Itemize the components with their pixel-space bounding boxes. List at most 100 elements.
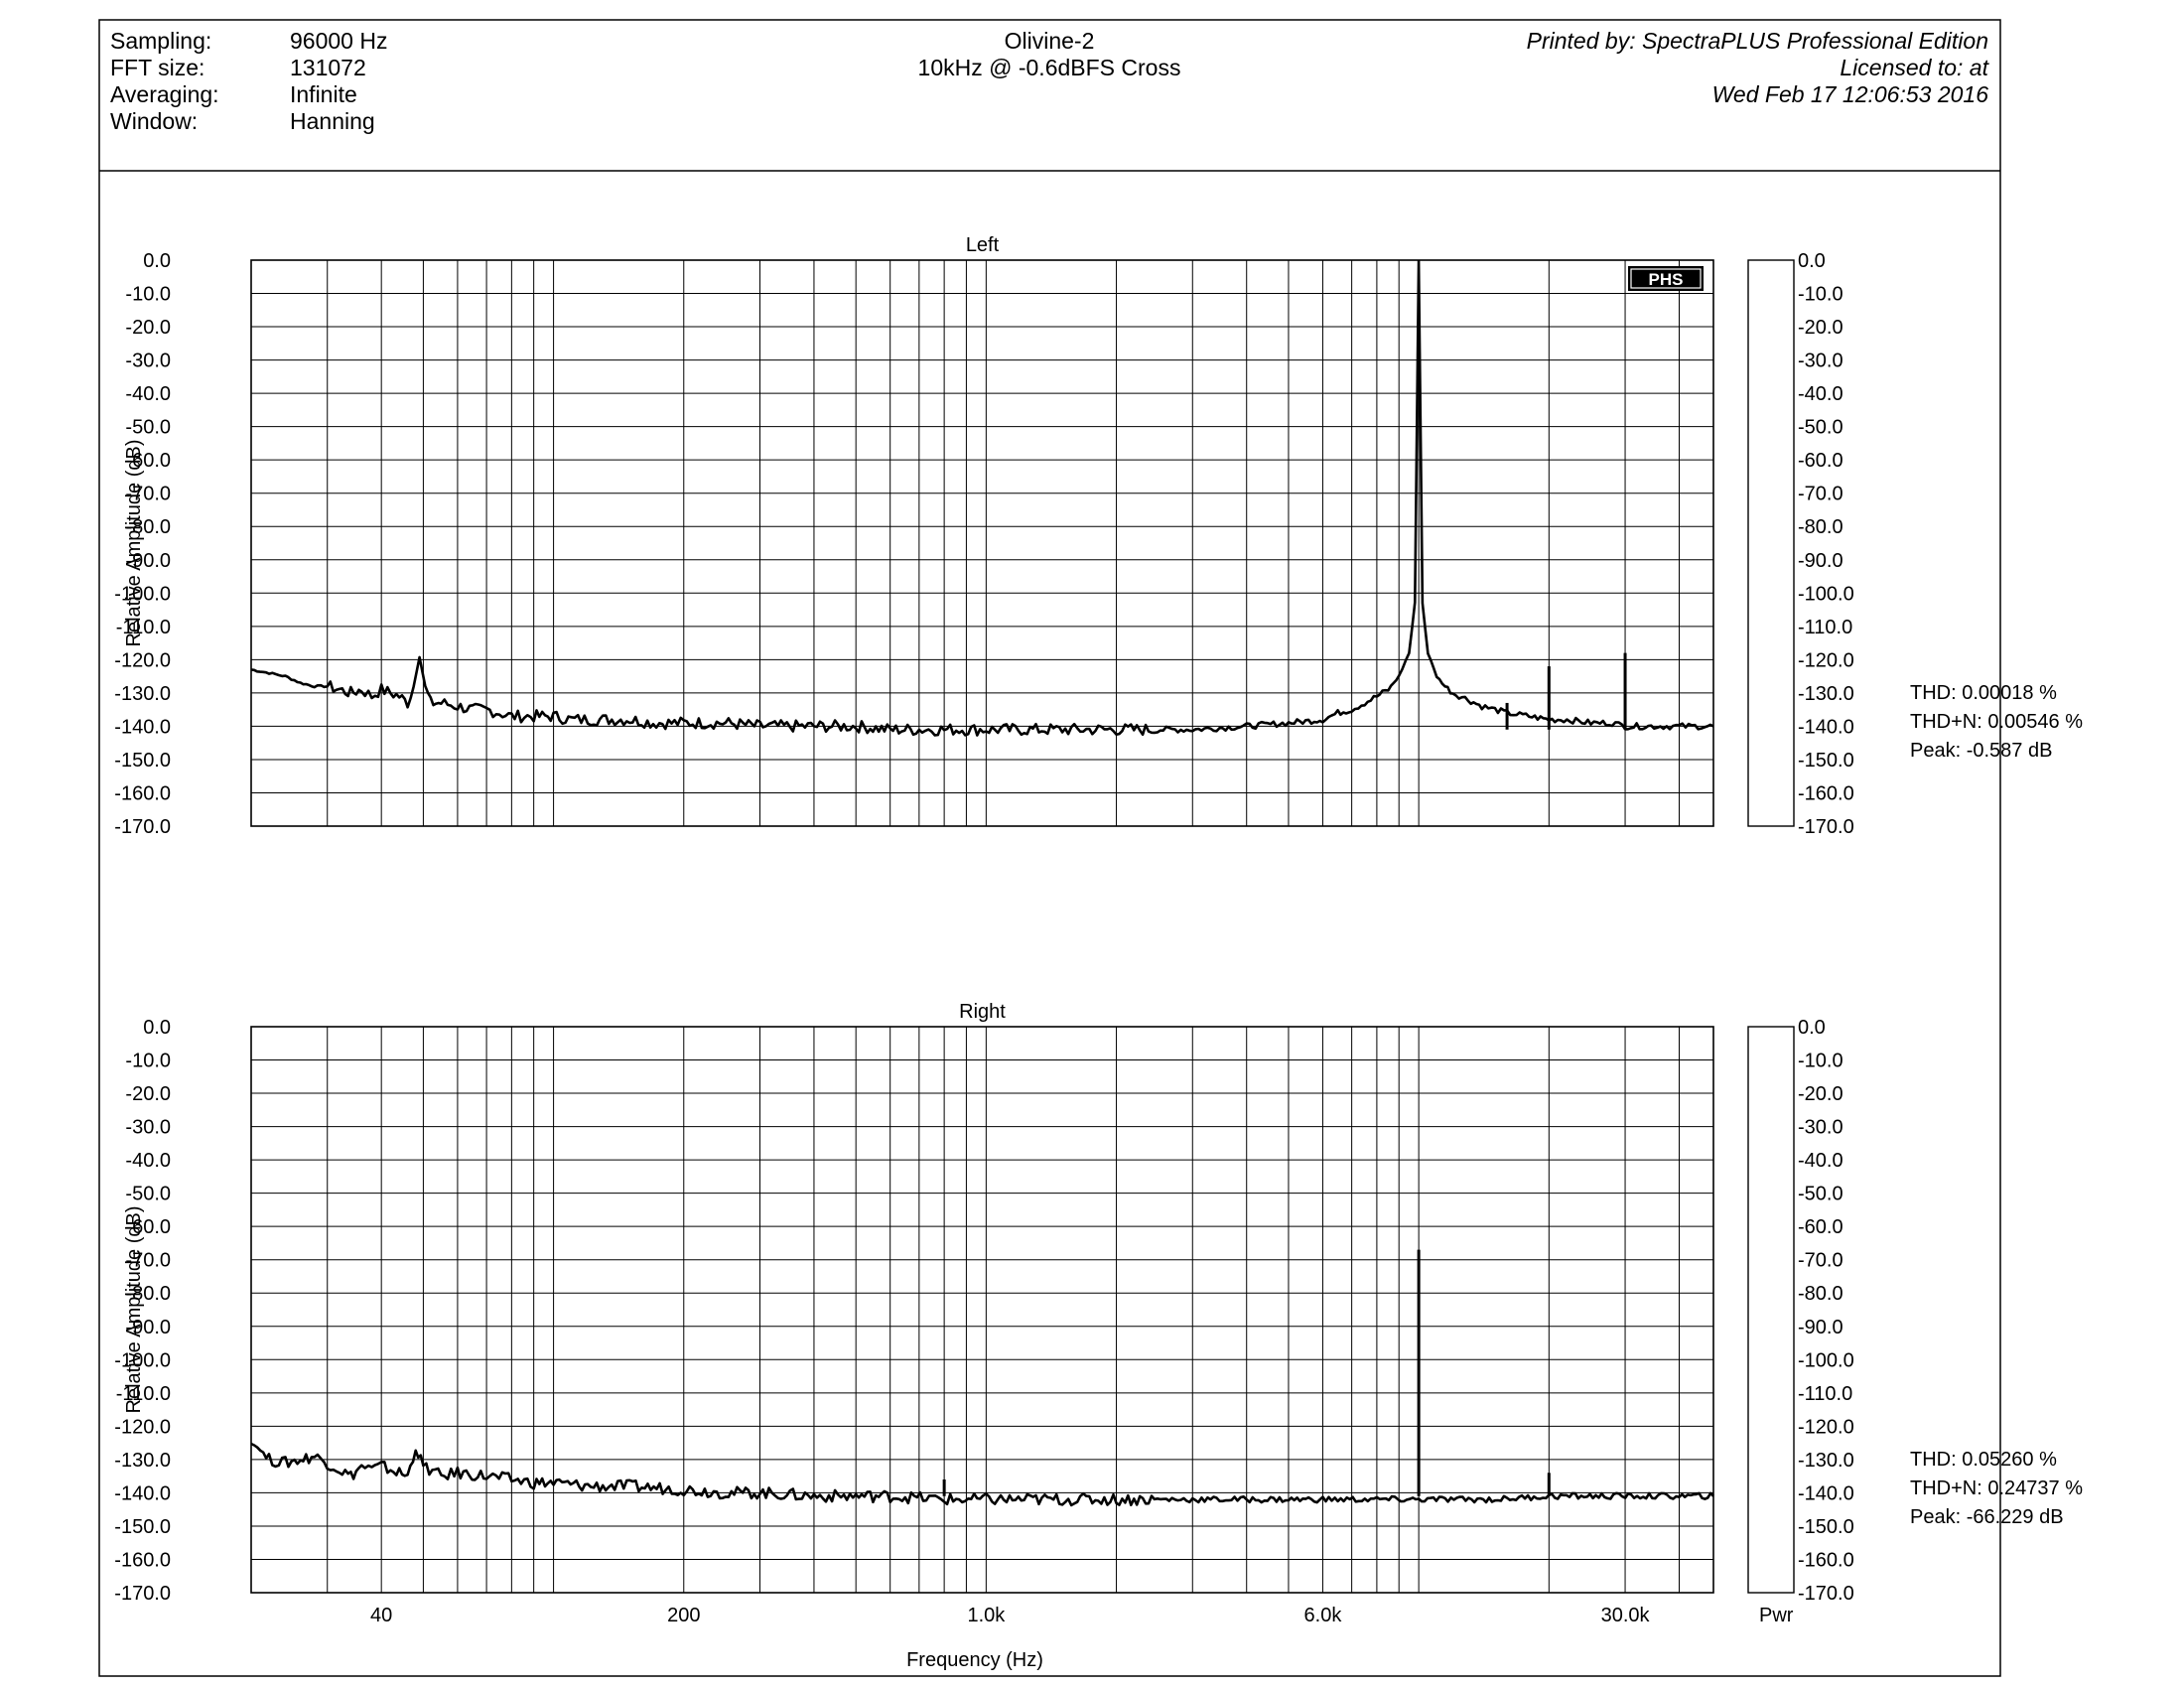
pwr-tick-label: -140.0 (1798, 1482, 1854, 1504)
plot-frame (250, 1026, 1714, 1594)
pwr-tick-label: -10.0 (1798, 1051, 1843, 1072)
grid-vertical (327, 260, 1680, 826)
pwr-tick-label: -80.0 (1798, 516, 1843, 538)
grid-horizontal (251, 1059, 1713, 1560)
y-tick-label: -40.0 (125, 1150, 171, 1172)
y-tick-label: -160.0 (114, 782, 171, 804)
y-tick-label: 0.0 (143, 1017, 171, 1039)
y-tick-label: -140.0 (114, 1482, 171, 1504)
pwr-tick-label: -30.0 (1798, 1117, 1843, 1139)
y-tick-label: -120.0 (114, 1416, 171, 1438)
y-tick-label: -90.0 (125, 1317, 171, 1338)
averaging-value: Infinite (290, 81, 357, 107)
pwr-tick-label: -50.0 (1798, 417, 1843, 439)
window-value: Hanning (290, 108, 375, 134)
pwr-tick-label: -20.0 (1798, 1083, 1843, 1105)
y-tick-label: -150.0 (114, 1516, 171, 1538)
power-bar (1747, 259, 1795, 827)
pwr-tick-label: -90.0 (1798, 1317, 1843, 1338)
y-tick-label: -20.0 (125, 317, 171, 339)
pwr-tick-label: -50.0 (1798, 1184, 1843, 1205)
report-subtitle: 10kHz @ -0.6dBFS Cross (918, 55, 1181, 80)
y-tick-label: -70.0 (125, 484, 171, 505)
y-tick-label: -130.0 (114, 683, 171, 705)
pwr-tick-label: -160.0 (1798, 782, 1854, 804)
y-tick-label: -20.0 (125, 1083, 171, 1105)
pwr-tick-label: -130.0 (1798, 683, 1854, 705)
fft-size-label: FFT size: (110, 55, 205, 80)
pwr-tick-label: -150.0 (1798, 1516, 1854, 1538)
x-tick-label: 200 (667, 1605, 700, 1626)
plot-frame (250, 259, 1714, 827)
chart-title: Right (959, 1001, 1006, 1023)
y-tick-label: -90.0 (125, 550, 171, 572)
grid-vertical (327, 1027, 1680, 1593)
chart-left: 0.0 0.0 -10.0 -10.0 -20.0 -20.0 -30.0 -30.0 -40.… (114, 234, 2083, 838)
pwr-label: Pwr (1759, 1605, 1794, 1626)
y-tick-label: -130.0 (114, 1450, 171, 1472)
report-frame (98, 19, 2001, 1677)
pwr-tick-label: 0.0 (1798, 1017, 1826, 1039)
pwr-tick-label: -10.0 (1798, 284, 1843, 306)
pwr-tick-label: -170.0 (1798, 1583, 1854, 1605)
x-axis-label: Frequency (Hz) (906, 1649, 1043, 1671)
pwr-tick-label: -160.0 (1798, 1549, 1854, 1571)
y-tick-label: -50.0 (125, 417, 171, 439)
phs-logo: PHS (1628, 266, 1704, 291)
pwr-tick-label: -30.0 (1798, 351, 1843, 372)
y-tick-label: -170.0 (114, 816, 171, 838)
licensed-to: Licensed to: at (1840, 55, 1989, 80)
y-tick-label: -100.0 (114, 583, 171, 605)
chart-title: Left (966, 234, 1000, 256)
pwr-tick-label: -90.0 (1798, 550, 1843, 572)
pwr-tick-label: -40.0 (1798, 1150, 1843, 1172)
x-tick-labels: 40 200 1.0k 6.0k 30.0k (370, 1605, 1650, 1626)
pwr-tick-label: -40.0 (1798, 383, 1843, 405)
series-line (250, 259, 1714, 737)
pwr-tick-label: -120.0 (1798, 1416, 1854, 1438)
x-tick-label: 1.0k (967, 1605, 1006, 1626)
y-tick-label: -60.0 (125, 450, 171, 472)
pwr-tick-label: -100.0 (1798, 1349, 1854, 1371)
pwr-tick-label: -120.0 (1798, 649, 1854, 671)
stat-line: THD+N: 0.00546 % (1910, 711, 2083, 733)
y-tick-label: -40.0 (125, 383, 171, 405)
pwr-tick-label: -170.0 (1798, 816, 1854, 838)
pwr-tick-label: -130.0 (1798, 1450, 1854, 1472)
pwr-tick-label: -60.0 (1798, 1216, 1843, 1238)
y-tick-label: -110.0 (116, 1383, 171, 1405)
x-tick-label: 30.0k (1601, 1605, 1651, 1626)
y-tick-label: -60.0 (125, 1216, 171, 1238)
x-tick-label: 40 (370, 1605, 392, 1626)
print-date: Wed Feb 17 12:06:53 2016 (1712, 81, 1989, 107)
series-line (250, 1442, 1714, 1507)
stat-line: Peak: -66.229 dB (1910, 1506, 2064, 1528)
chart-right: 0.0 0.0 -10.0 -10.0 -20.0 -20.0 -30.0 -30.0 -40.… (114, 1001, 2083, 1605)
y-tick-label: -170.0 (114, 1583, 171, 1605)
pwr-tick-label: -110.0 (1798, 1383, 1852, 1405)
y-axis-label: Relative Amplitude (dB) (123, 1206, 145, 1414)
pwr-tick-label: -80.0 (1798, 1283, 1843, 1305)
y-tick-label: -150.0 (114, 750, 171, 772)
y-tick-label: -50.0 (125, 1184, 171, 1205)
pwr-tick-label: -150.0 (1798, 750, 1854, 772)
y-tick-label: -100.0 (114, 1349, 171, 1371)
stat-line: THD+N: 0.24737 % (1910, 1477, 2083, 1499)
phs-logo-text: PHS (1649, 270, 1684, 289)
sampling-label: Sampling: (110, 28, 211, 54)
y-tick-label: -80.0 (125, 516, 171, 538)
stat-line: THD: 0.00018 % (1910, 682, 2057, 704)
y-tick-label: -70.0 (125, 1250, 171, 1272)
y-tick-label: -120.0 (114, 649, 171, 671)
pwr-tick-label: -20.0 (1798, 317, 1843, 339)
pwr-tick-label: -100.0 (1798, 583, 1854, 605)
printed-by: Printed by: SpectraPLUS Professional Edi… (1527, 28, 1988, 54)
y-tick-label: -140.0 (114, 716, 171, 738)
grid-horizontal (251, 293, 1713, 793)
y-tick-label: -30.0 (125, 1117, 171, 1139)
pwr-tick-label: 0.0 (1798, 250, 1826, 272)
stat-line: THD: 0.05260 % (1910, 1449, 2057, 1471)
sampling-value: 96000 Hz (290, 28, 387, 54)
fft-size-value: 131072 (290, 55, 366, 80)
